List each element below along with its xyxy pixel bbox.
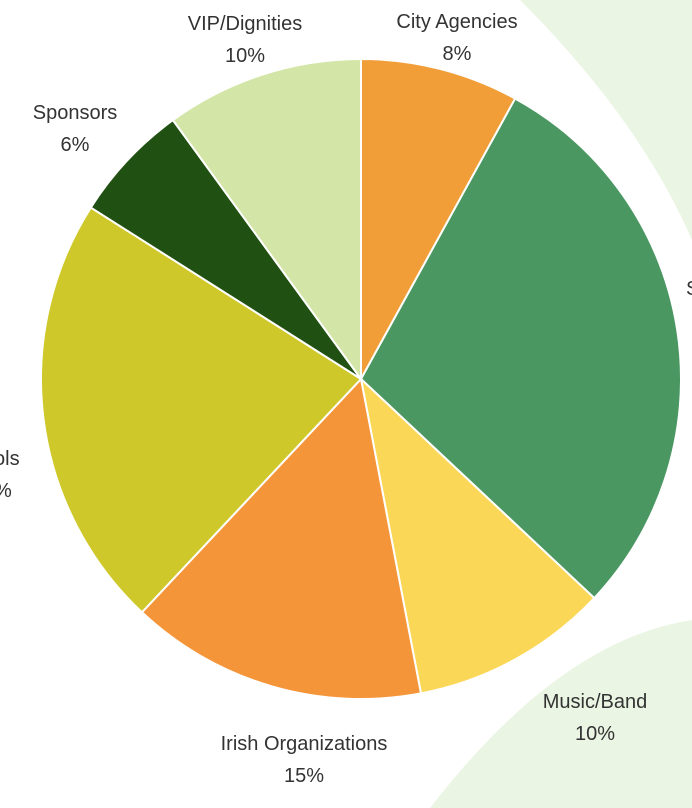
slice-label-music-band: Music/Band	[543, 691, 648, 713]
slice-label-irish-organizations: Irish Organizations	[221, 733, 388, 755]
pie-slice-vip-dignities	[171, 57, 362, 383]
background-swoosh-bottom	[430, 620, 692, 808]
slice-percent-music-band: 10%	[575, 723, 615, 745]
slice-percent-sponsors: 6%	[61, 134, 90, 156]
pie-slice-irish-organizations	[140, 376, 423, 700]
slice-label-city-agencies: City Agencies	[396, 11, 517, 33]
pie-slice-sponsors	[89, 118, 362, 380]
slice-percent-city-agencies: 8%	[443, 43, 472, 65]
pie-slice-ols	[40, 206, 363, 614]
pie-slice-s	[359, 97, 682, 600]
pie-slice-music-band	[359, 376, 596, 695]
pie-slice-city-agencies	[360, 57, 517, 380]
slice-label-sponsors: Sponsors	[33, 102, 118, 124]
slice-label-ols: ols	[0, 448, 20, 470]
slice-label-s: S	[686, 278, 692, 300]
slice-percent-ols: %	[0, 480, 12, 502]
slice-label-vip-dignities: VIP/Dignities	[188, 13, 303, 35]
background-swoosh-top	[520, 0, 692, 240]
slice-percent-irish-organizations: 15%	[284, 765, 324, 787]
slice-percent-vip-dignities: 10%	[225, 45, 265, 67]
